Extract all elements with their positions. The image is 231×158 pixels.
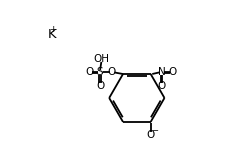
Text: +: +: [49, 25, 57, 34]
Text: N: N: [158, 67, 166, 77]
Text: O: O: [158, 81, 166, 91]
Text: O: O: [96, 81, 104, 91]
Text: OH: OH: [94, 54, 110, 64]
Text: K: K: [48, 28, 56, 41]
Text: −: −: [152, 127, 158, 136]
Text: O: O: [108, 67, 116, 77]
Text: O: O: [86, 67, 94, 77]
Text: S: S: [97, 67, 103, 77]
Text: O: O: [146, 130, 155, 140]
Text: O: O: [169, 67, 177, 77]
